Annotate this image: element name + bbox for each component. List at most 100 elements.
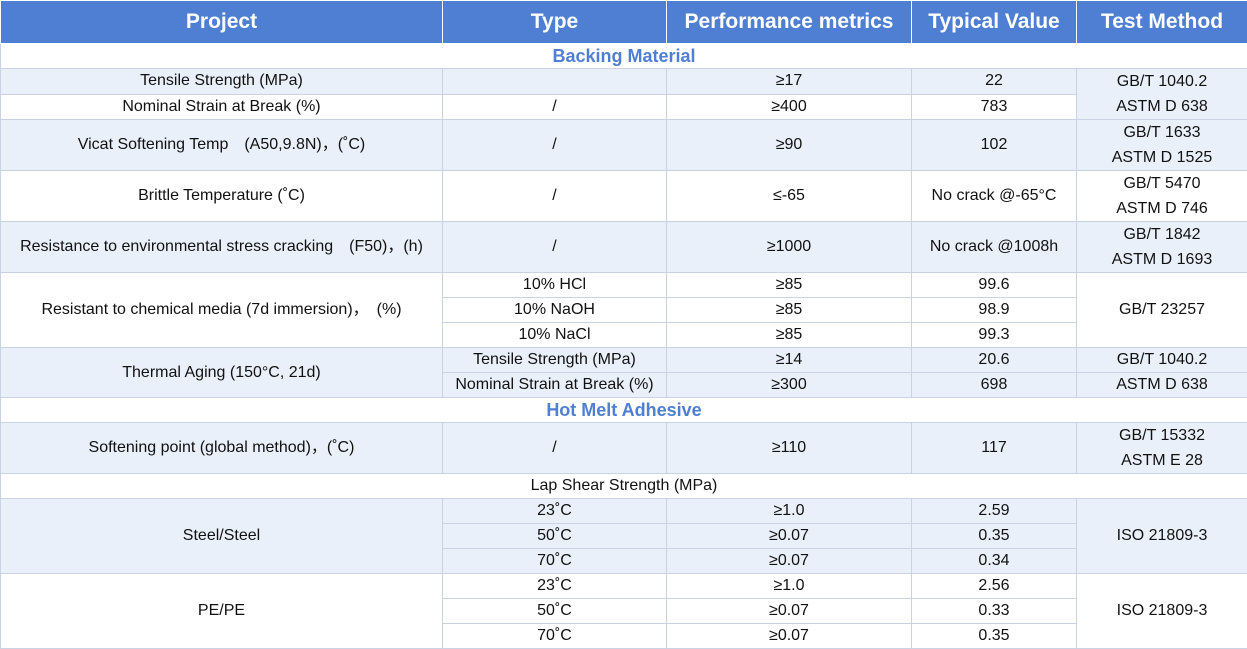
type-cell: 70˚C (443, 549, 667, 574)
metric-cell: ≥1.0 (667, 574, 912, 599)
type-cell: Tensile Strength (MPa) (443, 348, 667, 373)
method-line: GB/T 5470 (1081, 171, 1243, 196)
metric-cell: ≥14 (667, 348, 912, 373)
method-line: GB/T 1040.2 (1081, 69, 1243, 94)
metric-cell: ≥85 (667, 323, 912, 348)
table-row: Softening point (global method)，(˚C) / ≥… (1, 423, 1247, 474)
type-cell: Nominal Strain at Break (%) (443, 373, 667, 398)
header-project: Project (1, 1, 443, 44)
value-cell: No crack @-65°C (912, 171, 1077, 222)
value-cell: 0.33 (912, 599, 1077, 624)
metric-cell: ≥0.07 (667, 524, 912, 549)
metric-cell: ≥0.07 (667, 599, 912, 624)
project-cell: Brittle Temperature (˚C) (1, 171, 443, 222)
header-row: Project Type Performance metrics Typical… (1, 1, 1247, 44)
method-cell: ASTM D 638 (1077, 373, 1247, 398)
value-cell: 783 (912, 94, 1077, 120)
type-cell: 50˚C (443, 599, 667, 624)
value-cell: 117 (912, 423, 1077, 474)
type-cell: / (443, 120, 667, 171)
section-hot-melt-adhesive: Hot Melt Adhesive (1, 398, 1247, 423)
section-backing-material: Backing Material (1, 44, 1247, 69)
metric-cell: ≥0.07 (667, 549, 912, 574)
method-cell: GB/T 1842 ASTM D 1693 (1077, 222, 1247, 273)
method-cell: GB/T 1040.2 (1077, 348, 1247, 373)
method-line: GB/T 1842 (1081, 222, 1243, 247)
project-cell: Resistant to chemical media (7d immersio… (1, 273, 443, 348)
value-cell: 2.56 (912, 574, 1077, 599)
value-cell: 22 (912, 69, 1077, 95)
type-cell: / (443, 94, 667, 120)
method-line: ASTM D 638 (1081, 94, 1243, 119)
value-cell: 0.35 (912, 624, 1077, 649)
table-row: Steel/Steel 23˚C ≥1.0 2.59 ISO 21809-3 (1, 499, 1247, 524)
value-cell: No crack @1008h (912, 222, 1077, 273)
table-row: Resistant to chemical media (7d immersio… (1, 273, 1247, 298)
metric-cell: ≥300 (667, 373, 912, 398)
metric-cell: ≥0.07 (667, 624, 912, 649)
metric-cell: ≥1000 (667, 222, 912, 273)
type-cell: 50˚C (443, 524, 667, 549)
method-cell: GB/T 1040.2 ASTM D 638 (1077, 69, 1247, 120)
header-test-method: Test Method (1077, 1, 1247, 44)
section-row: Backing Material (1, 44, 1247, 69)
metric-cell: ≥85 (667, 273, 912, 298)
project-cell: Thermal Aging (150°C, 21d) (1, 348, 443, 398)
project-cell: Nominal Strain at Break (%) (1, 94, 443, 120)
table-row: Tensile Strength (MPa) ≥17 22 GB/T 1040.… (1, 69, 1247, 95)
table-row: Resistance to environmental stress crack… (1, 222, 1247, 273)
header-typical-value: Typical Value (912, 1, 1077, 44)
method-line: GB/T 15332 (1081, 423, 1243, 448)
metric-cell: ≥1.0 (667, 499, 912, 524)
type-cell: 23˚C (443, 574, 667, 599)
value-cell: 2.59 (912, 499, 1077, 524)
header-type: Type (443, 1, 667, 44)
type-cell: / (443, 171, 667, 222)
table-row: Brittle Temperature (˚C) / ≤-65 No crack… (1, 171, 1247, 222)
table-row: PE/PE 23˚C ≥1.0 2.56 ISO 21809-3 (1, 574, 1247, 599)
method-cell: ISO 21809-3 (1077, 574, 1247, 649)
value-cell: 0.35 (912, 524, 1077, 549)
metric-cell: ≥400 (667, 94, 912, 120)
table-row: Thermal Aging (150°C, 21d) Tensile Stren… (1, 348, 1247, 373)
method-cell: GB/T 15332 ASTM E 28 (1077, 423, 1247, 474)
type-cell: 10% NaCl (443, 323, 667, 348)
type-cell: 10% HCl (443, 273, 667, 298)
project-cell: Resistance to environmental stress crack… (1, 222, 443, 273)
metric-cell: ≤-65 (667, 171, 912, 222)
method-line: ASTM E 28 (1081, 448, 1243, 473)
value-cell: 102 (912, 120, 1077, 171)
section-row: Hot Melt Adhesive (1, 398, 1247, 423)
type-cell: 10% NaOH (443, 298, 667, 323)
value-cell: 698 (912, 373, 1077, 398)
project-cell: Tensile Strength (MPa) (1, 69, 443, 95)
value-cell: 99.6 (912, 273, 1077, 298)
project-cell: Steel/Steel (1, 499, 443, 574)
table-row: Nominal Strain at Break (%) / ≥400 783 (1, 94, 1247, 120)
method-cell: GB/T 5470 ASTM D 746 (1077, 171, 1247, 222)
value-cell: 0.34 (912, 549, 1077, 574)
section-lap-shear-strength: Lap Shear Strength (MPa) (1, 474, 1247, 499)
type-cell: 23˚C (443, 499, 667, 524)
value-cell: 98.9 (912, 298, 1077, 323)
method-cell: GB/T 23257 (1077, 273, 1247, 348)
method-line: ASTM D 746 (1081, 196, 1243, 221)
table-row: Vicat Softening Temp (A50,9.8N)，(˚C) / ≥… (1, 120, 1247, 171)
subsection-row: Lap Shear Strength (MPa) (1, 474, 1247, 499)
type-cell: / (443, 423, 667, 474)
metric-cell: ≥110 (667, 423, 912, 474)
type-cell: / (443, 222, 667, 273)
metric-cell: ≥85 (667, 298, 912, 323)
method-cell: ISO 21809-3 (1077, 499, 1247, 574)
type-cell (443, 69, 667, 95)
method-line: GB/T 1633 (1081, 120, 1243, 145)
value-cell: 99.3 (912, 323, 1077, 348)
method-cell: GB/T 1633 ASTM D 1525 (1077, 120, 1247, 171)
method-line: ASTM D 1525 (1081, 145, 1243, 170)
value-cell: 20.6 (912, 348, 1077, 373)
metric-cell: ≥90 (667, 120, 912, 171)
header-performance-metrics: Performance metrics (667, 1, 912, 44)
metric-cell: ≥17 (667, 69, 912, 95)
project-cell: Vicat Softening Temp (A50,9.8N)，(˚C) (1, 120, 443, 171)
